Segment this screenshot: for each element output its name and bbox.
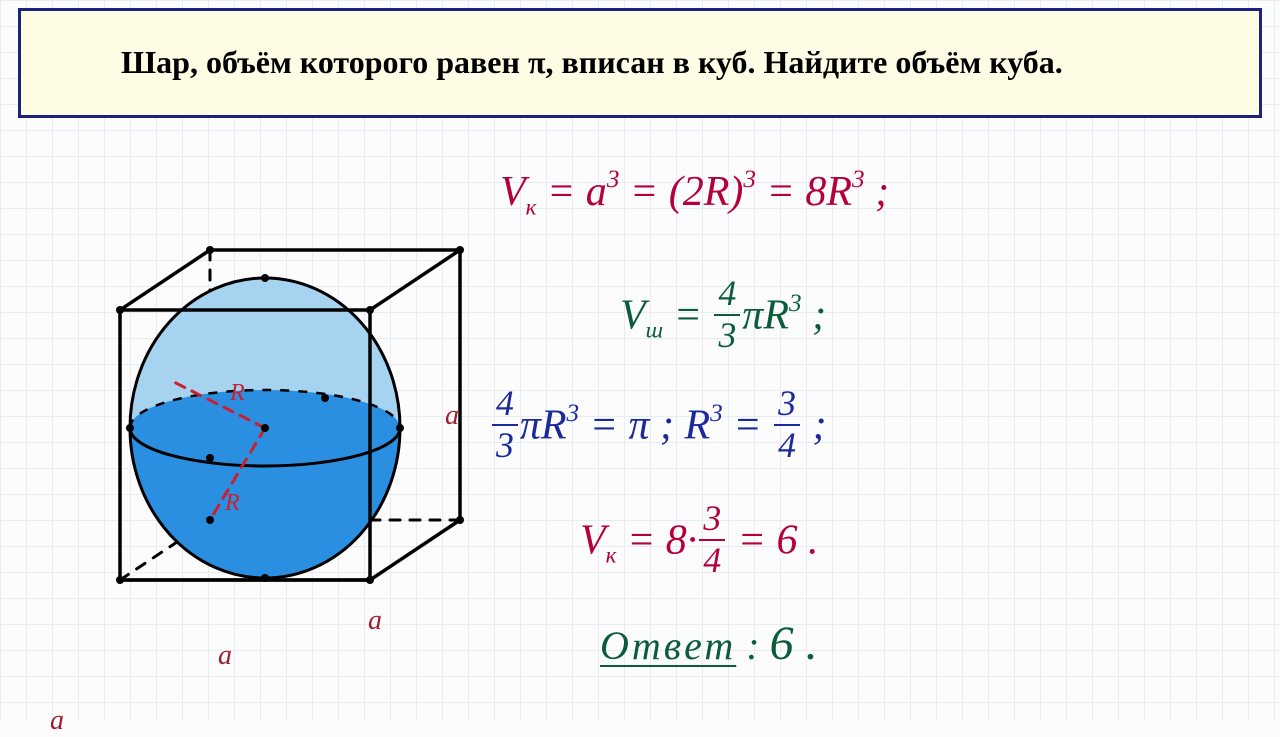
label-R-upper: R — [230, 380, 245, 407]
equation-sphere-volume: Vш = 43πR3 ; — [620, 280, 826, 357]
diagram-svg — [50, 180, 490, 700]
answer-line: Ответ : 6 . — [600, 620, 818, 668]
answer-value: 6 . — [770, 617, 818, 670]
answer-label: Ответ — [600, 623, 736, 668]
label-a-bottom-right: a — [368, 605, 382, 637]
sym-V: V — [500, 169, 526, 215]
solution-working-area: Vк = a3 = (2R)3 = 8R3 ; Vш = 43πR3 ; 43π… — [480, 160, 1260, 710]
problem-text: Шар, объём которого равен π, вписан в ку… — [121, 41, 1063, 84]
equation-cube-volume: Vк = a3 = (2R)3 = 8R3 ; — [500, 170, 889, 218]
label-R-lower: R — [225, 490, 240, 517]
equation-solve-R3: 43πR3 = π ; R3 = 34 ; — [490, 390, 826, 467]
equation-compute-Vk: Vк = 8·34 = 6 . — [580, 505, 819, 582]
problem-statement-box: Шар, объём которого равен π, вписан в ку… — [18, 8, 1262, 118]
label-a-right: a — [445, 400, 459, 432]
label-a-right: a — [50, 705, 64, 737]
label-a-bottom-left: a — [218, 640, 232, 672]
